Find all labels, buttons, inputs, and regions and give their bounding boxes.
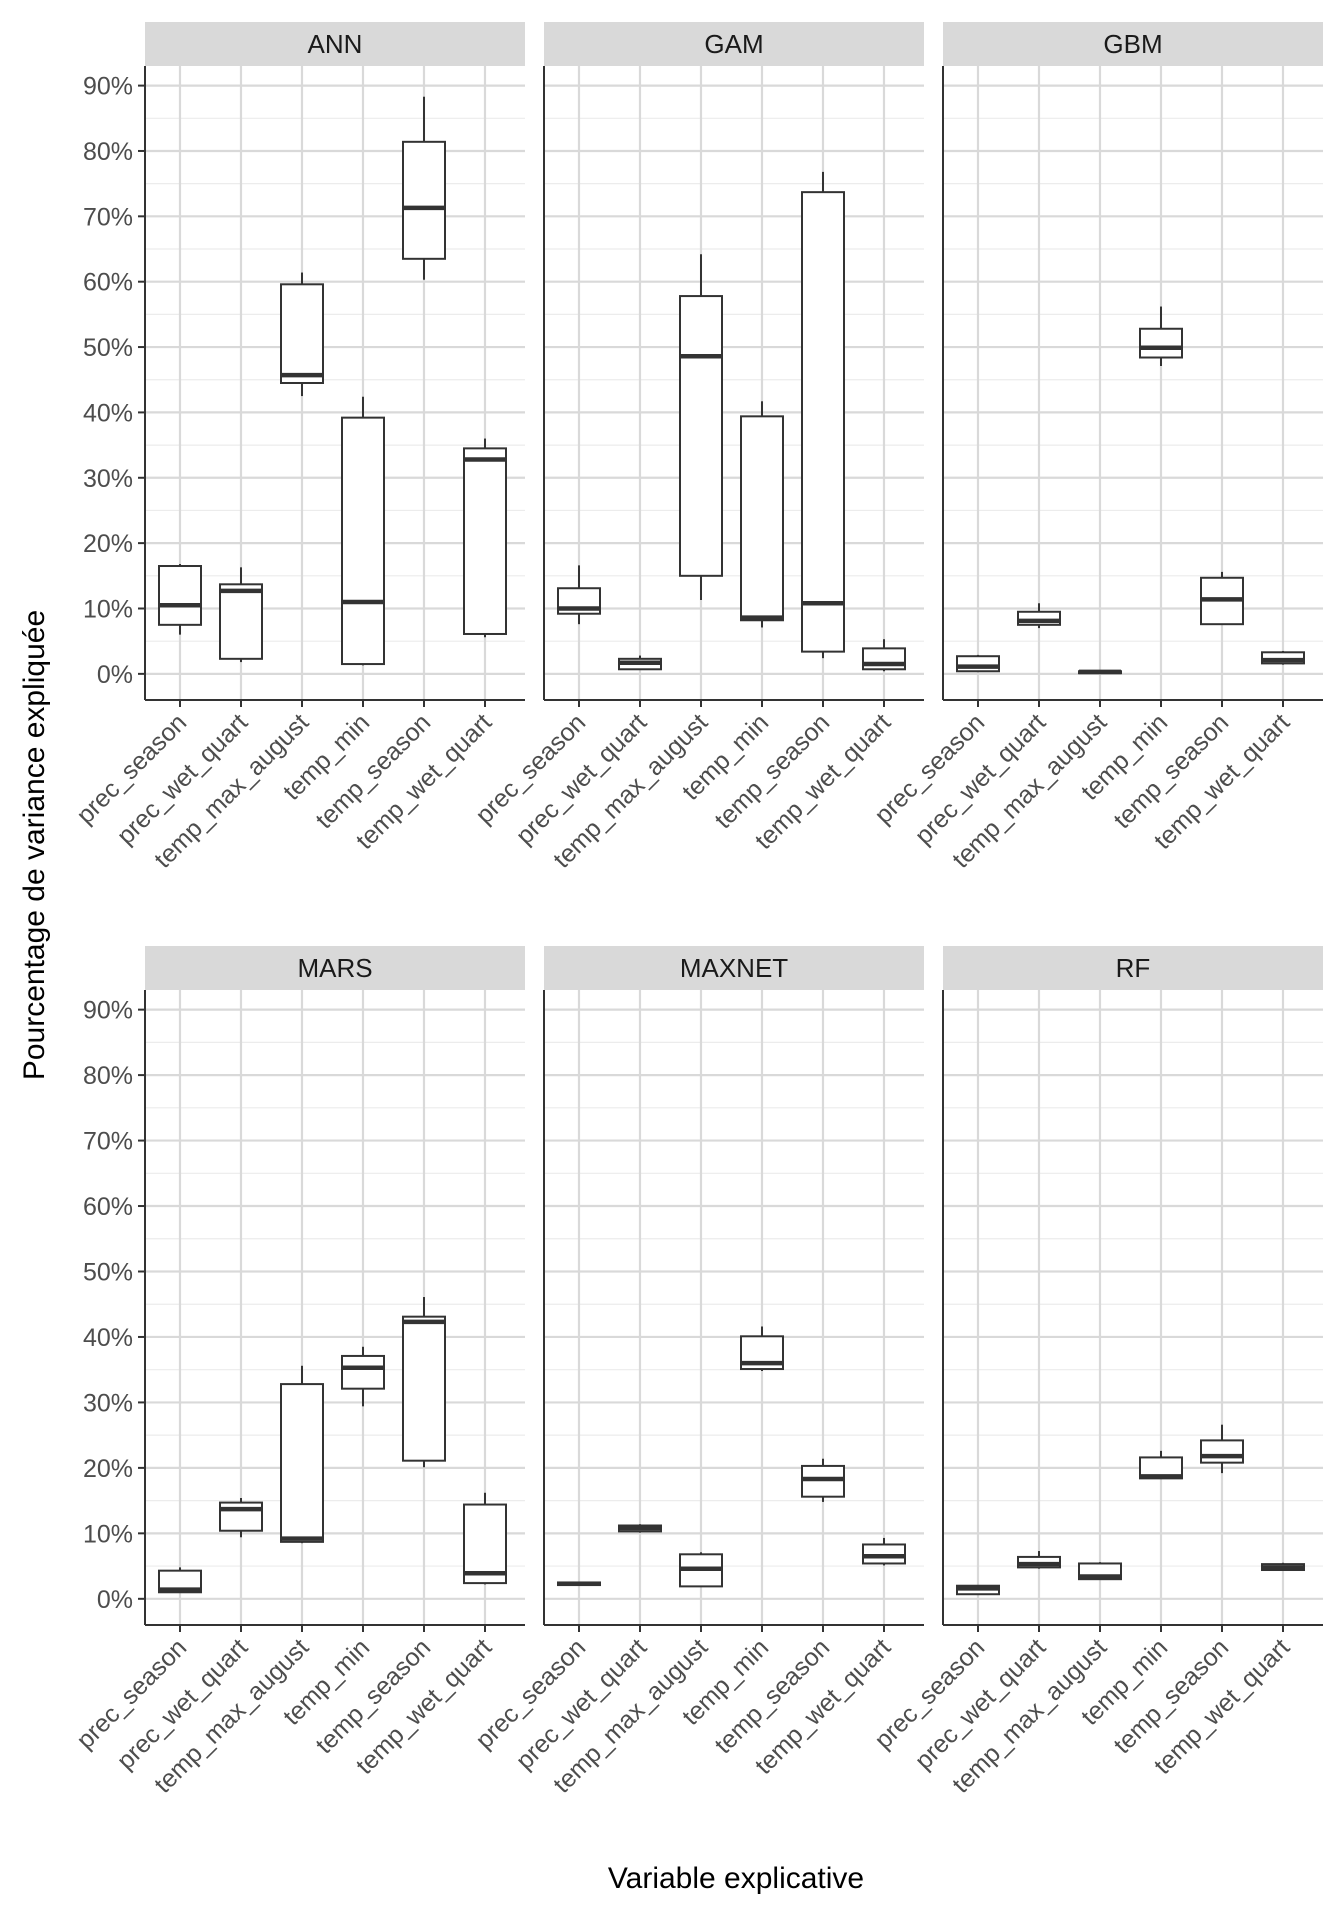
- box-prec-wet-quart: [618, 655, 662, 671]
- box-prec-season: [557, 1581, 601, 1587]
- box-temp-wet-quart: [463, 438, 507, 638]
- y-axis-title: Pourcentage de variance expliquée: [18, 610, 51, 1080]
- box-temp-season: [1200, 1424, 1244, 1474]
- iqr-box: [402, 1315, 446, 1462]
- panel-maxnet: MAXNETprec_seasonprec_wet_quarttemp_max_…: [470, 946, 924, 1799]
- iqr-box: [679, 295, 723, 577]
- box-temp-min: [341, 396, 385, 666]
- panel-mars: MARS0%10%20%30%40%50%60%70%80%90%prec_se…: [71, 946, 525, 1799]
- y-tick-label: 20%: [83, 530, 133, 558]
- iqr-box: [402, 140, 446, 260]
- box-prec-wet-quart: [219, 567, 263, 663]
- y-tick-label: 70%: [83, 203, 133, 231]
- box-temp-max-august: [280, 1365, 324, 1544]
- facet-strip-label: ANN: [308, 29, 363, 59]
- facet-strip-label: MAXNET: [680, 953, 788, 983]
- iqr-box: [862, 1543, 906, 1565]
- box-temp-season: [402, 1297, 446, 1468]
- iqr-box: [463, 1503, 507, 1585]
- y-tick-label: 60%: [83, 1193, 133, 1221]
- box-temp-season: [801, 1458, 845, 1502]
- panel-rf: RFprec_seasonprec_wet_quarttemp_max_augu…: [869, 946, 1323, 1799]
- y-tick-label: 0%: [97, 1586, 133, 1614]
- box-temp-wet-quart: [862, 1537, 906, 1566]
- x-axis-title: Variable explicative: [608, 1862, 864, 1895]
- y-tick-label: 10%: [83, 595, 133, 623]
- box-prec-wet-quart: [1017, 603, 1061, 629]
- box-temp-max-august: [679, 1552, 723, 1588]
- iqr-box: [219, 1501, 263, 1532]
- iqr-box: [280, 283, 324, 384]
- box-prec-season: [158, 564, 202, 635]
- box-temp-max-august: [679, 254, 723, 600]
- facet-strip-label: MARS: [297, 953, 372, 983]
- y-tick-label: 50%: [83, 334, 133, 362]
- iqr-box: [219, 583, 263, 660]
- y-tick-label: 0%: [97, 661, 133, 689]
- y-tick-label: 20%: [83, 1455, 133, 1483]
- iqr-box: [341, 416, 385, 666]
- box-prec-wet-quart: [1017, 1551, 1061, 1569]
- y-tick-label: 10%: [83, 1520, 133, 1548]
- iqr-box: [1261, 651, 1305, 665]
- y-tick-label: 80%: [83, 1062, 133, 1090]
- iqr-box: [801, 191, 845, 653]
- iqr-box: [158, 1569, 202, 1594]
- facet-strip-bg: [145, 22, 525, 66]
- facet-strip-bg: [544, 22, 924, 66]
- box-temp-min: [1139, 306, 1183, 367]
- iqr-box: [801, 1464, 845, 1498]
- y-tick-label: 30%: [83, 1389, 133, 1417]
- box-temp-max-august: [1078, 1562, 1122, 1581]
- panel-ann: ANN0%10%20%30%40%50%60%70%80%90%prec_sea…: [71, 22, 525, 874]
- facet-strip-label: GAM: [704, 29, 763, 59]
- facet-strip-bg: [943, 946, 1323, 990]
- box-temp-min: [341, 1346, 385, 1407]
- y-tick-label: 30%: [83, 465, 133, 493]
- y-tick-label: 80%: [83, 138, 133, 166]
- y-tick-label: 90%: [83, 73, 133, 101]
- box-temp-wet-quart: [1261, 650, 1305, 665]
- y-tick-label: 40%: [83, 399, 133, 427]
- iqr-box: [740, 415, 784, 622]
- box-temp-wet-quart: [1261, 1562, 1305, 1572]
- facet-strip-label: RF: [1116, 953, 1151, 983]
- iqr-box: [956, 655, 1000, 673]
- box-temp-season: [402, 96, 446, 280]
- y-tick-label: 60%: [83, 269, 133, 297]
- box-temp-min: [1139, 1450, 1183, 1480]
- iqr-box: [280, 1383, 324, 1543]
- facet-strip-bg: [145, 946, 525, 990]
- facet-strip-bg: [943, 22, 1323, 66]
- y-tick-label: 70%: [83, 1128, 133, 1156]
- box-temp-min: [740, 1326, 784, 1371]
- iqr-box: [463, 447, 507, 635]
- iqr-box: [158, 565, 202, 626]
- panel-gbm: GBMprec_seasonprec_wet_quarttemp_max_aug…: [869, 22, 1323, 874]
- box-prec-season: [956, 1584, 1000, 1596]
- y-tick-label: 40%: [83, 1324, 133, 1352]
- box-prec-wet-quart: [219, 1498, 263, 1538]
- box-temp-min: [740, 401, 784, 628]
- iqr-box: [1139, 327, 1183, 359]
- box-prec-season: [557, 565, 601, 625]
- iqr-box: [341, 1354, 385, 1390]
- panels-layer: ANN0%10%20%30%40%50%60%70%80%90%prec_sea…: [71, 22, 1323, 1799]
- box-prec-wet-quart: [618, 1524, 662, 1533]
- box-temp-max-august: [1078, 669, 1122, 675]
- iqr-box: [1200, 1439, 1244, 1464]
- panel-gam: GAMprec_seasonprec_wet_quarttemp_max_aug…: [470, 22, 924, 874]
- box-prec-season: [956, 654, 1000, 673]
- box-temp-max-august: [280, 272, 324, 397]
- y-tick-label: 90%: [83, 997, 133, 1025]
- facet-strip-label: GBM: [1103, 29, 1162, 59]
- box-temp-season: [801, 171, 845, 659]
- box-temp-wet-quart: [862, 639, 906, 672]
- y-tick-label: 50%: [83, 1258, 133, 1286]
- box-temp-season: [1200, 571, 1244, 626]
- box-temp-wet-quart: [463, 1492, 507, 1585]
- box-prec-season: [158, 1567, 202, 1594]
- facet-strip-bg: [544, 946, 924, 990]
